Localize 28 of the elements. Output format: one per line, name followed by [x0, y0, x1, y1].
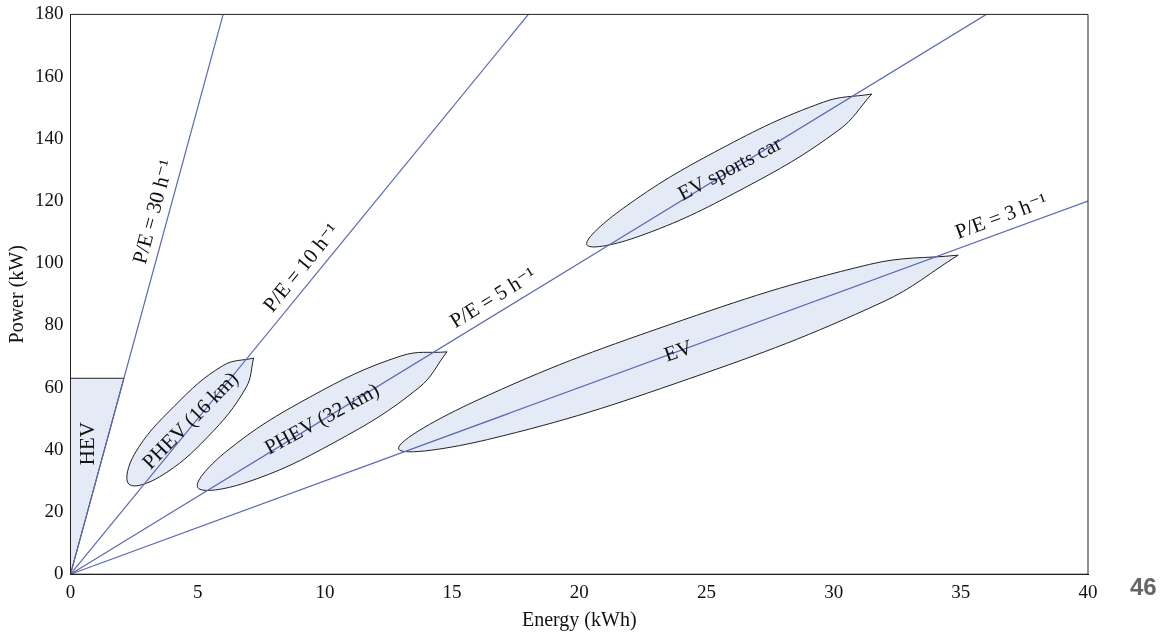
x-tick-label: 15 — [442, 580, 462, 602]
series-label: EV — [660, 334, 696, 367]
text: P/E = 3 h⁻¹ — [951, 188, 1051, 244]
y-tick-label: 0 — [54, 562, 64, 584]
text: P/E = 5 h⁻¹ — [445, 262, 540, 333]
y-tick-label: 140 — [35, 126, 64, 148]
x-tick-label: 40 — [1078, 580, 1098, 602]
text: P/E = 10 h⁻¹ — [257, 218, 344, 317]
series-label: EV sports car — [673, 130, 786, 206]
x-tick-label: 25 — [696, 580, 716, 602]
x-axis-title: Energy (kWh) — [521, 608, 637, 632]
x-tick-label: 30 — [824, 580, 844, 602]
y-tick-label: 20 — [44, 499, 64, 521]
x-tick-label: 20 — [569, 580, 589, 602]
text: 46 — [1130, 572, 1157, 600]
y-tick-label: 40 — [44, 437, 64, 459]
x-tick-label: 5 — [192, 580, 203, 602]
x-tick-label: 35 — [951, 580, 971, 602]
series-label: HEV — [74, 421, 99, 466]
y-tick-label: 80 — [44, 313, 64, 335]
y-axis-title: Power (kW) — [5, 245, 29, 344]
x-tick-label: 10 — [315, 580, 335, 602]
y-tick-label: 60 — [44, 375, 64, 397]
y-tick-label: 180 — [35, 2, 64, 24]
y-tick-label: 100 — [35, 251, 64, 273]
y-tick-label: 160 — [35, 64, 64, 86]
y-tick-label: 120 — [35, 188, 64, 210]
text: P/E = 30 h⁻¹ — [127, 157, 179, 267]
